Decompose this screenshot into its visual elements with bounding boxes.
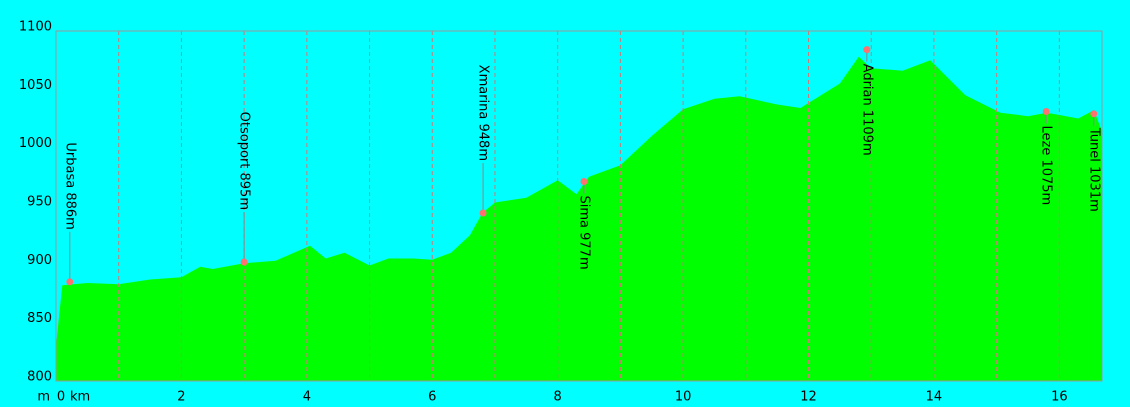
elevation-area [56,56,1102,381]
y-tick-label: 800 [27,370,52,385]
y-tick-label: 850 [27,311,52,326]
y-unit: m [37,390,50,405]
waypoint-label: Leze 1075m [1039,126,1054,206]
plot-border [55,30,1103,382]
waypoint-marker [863,46,871,54]
x-tick-label: 16 [1051,390,1068,405]
waypoint-label: Urbasa 886m [62,142,77,229]
x-tick-label: 0 [57,390,65,405]
waypoint-marker [1042,108,1050,115]
x-tick-label: 2 [177,390,185,405]
x-unit: km [70,390,90,405]
y-tick-label: 1100 [19,20,52,35]
y-tick-label: 1000 [19,136,52,151]
x-tick-label: 6 [428,390,436,405]
x-tick-label: 4 [303,390,311,405]
waypoint-label: Tunel 1031m [1086,127,1101,212]
waypoint-marker [240,258,248,266]
waypoint-label: Otsoport 895m [237,112,252,210]
waypoint-marker [580,178,588,185]
x-tick-label: 14 [926,390,943,405]
x-tick-label: 12 [800,390,817,405]
waypoint-marker [1090,110,1098,118]
waypoint-label: Adrian 1109m [859,64,874,156]
x-tick-label: 10 [675,390,692,405]
waypoint-label: Sima 977m [577,196,592,270]
x-tick-label: 8 [554,390,562,405]
waypoint-marker [479,209,487,217]
waypoint-marker [66,278,74,286]
y-tick-label: 950 [27,195,52,210]
waypoint-label: Xmarina 948m [476,65,491,161]
y-tick-label: 900 [27,253,52,268]
y-tick-label: 1050 [19,78,52,93]
